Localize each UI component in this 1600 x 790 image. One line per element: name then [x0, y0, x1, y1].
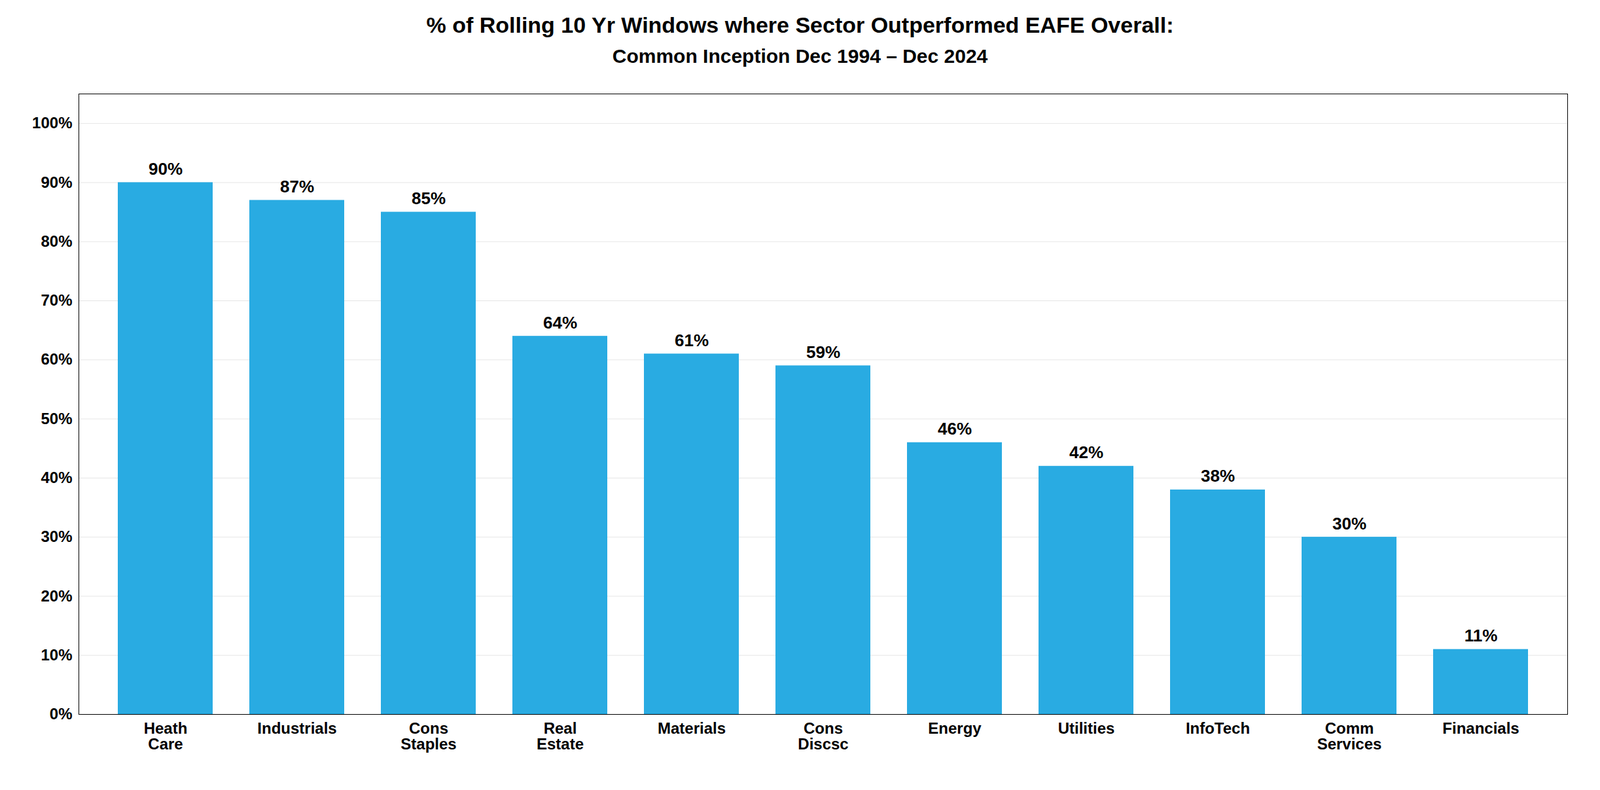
svg-text:64%: 64%: [543, 312, 578, 333]
svg-text:70%: 70%: [40, 291, 72, 309]
svg-text:60%: 60%: [40, 350, 72, 369]
svg-text:59%: 59%: [806, 342, 841, 362]
svg-text:Utilities: Utilities: [1058, 719, 1116, 737]
svg-text:20%: 20%: [40, 586, 72, 605]
svg-text:38%: 38%: [1200, 466, 1235, 487]
svg-text:ConsStaples: ConsStaples: [400, 719, 457, 753]
svg-text:90%: 90%: [40, 173, 72, 192]
svg-text:30%: 30%: [40, 528, 72, 546]
svg-text:42%: 42%: [1069, 442, 1104, 463]
svg-text:Materials: Materials: [657, 719, 726, 737]
svg-text:Industrials: Industrials: [257, 719, 337, 737]
svg-text:40%: 40%: [40, 468, 72, 487]
svg-text:Financials: Financials: [1442, 719, 1519, 737]
svg-text:10%: 10%: [40, 645, 72, 664]
svg-text:11%: 11%: [1464, 625, 1498, 646]
html-text:% of Rolling 10 Yr Windows whe: % of Rolling 10 Yr Windows where Sector …: [426, 12, 1174, 38]
svg-text:CommServices: CommServices: [1317, 719, 1383, 753]
svg-text:85%: 85%: [411, 188, 446, 209]
svg-text:50%: 50%: [40, 409, 72, 428]
svg-text:90%: 90%: [148, 159, 183, 179]
svg-text:ConsDiscsc: ConsDiscsc: [797, 719, 849, 753]
svg-text:100%: 100%: [32, 114, 72, 133]
svg-text:RealEstate: RealEstate: [536, 719, 584, 753]
svg-text:80%: 80%: [40, 232, 72, 250]
svg-text:HeathCare: HeathCare: [143, 719, 188, 753]
svg-text:0%: 0%: [49, 704, 73, 723]
svg-text:InfoTech: InfoTech: [1185, 719, 1250, 737]
svg-text:Energy: Energy: [927, 719, 982, 737]
svg-text:30%: 30%: [1332, 513, 1367, 534]
svg-text:87%: 87%: [280, 176, 315, 197]
html-text:Common Inception Dec 1994 – De: Common Inception Dec 1994 – Dec 2024: [612, 45, 988, 67]
svg-text:61%: 61%: [674, 330, 709, 351]
svg-text:46%: 46%: [937, 418, 972, 439]
